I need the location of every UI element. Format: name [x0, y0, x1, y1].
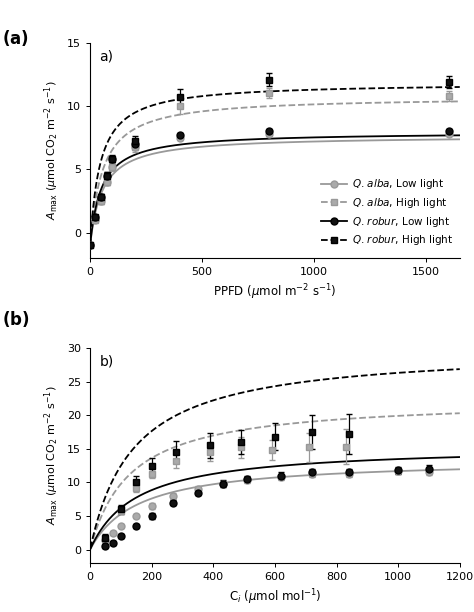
Legend: $Q$. $alba$, Low light, $Q$. $alba$, High light, $Q$. $robur$, Low light, $Q$. $: $Q$. $alba$, Low light, $Q$. $alba$, Hig… — [317, 173, 458, 252]
X-axis label: PPFD ($\mu$mol m$^{-2}$ s$^{-1}$): PPFD ($\mu$mol m$^{-2}$ s$^{-1}$) — [213, 282, 337, 302]
Y-axis label: $A_{\rm max}$ ($\mu$mol CO$_2$ m$^{-2}$ s$^{-1}$): $A_{\rm max}$ ($\mu$mol CO$_2$ m$^{-2}$ … — [43, 81, 62, 220]
Text: $\bf{(a)}$: $\bf{(a)}$ — [2, 28, 29, 48]
Text: $\bf{(b)}$: $\bf{(b)}$ — [2, 309, 30, 329]
Y-axis label: $A_{\rm max}$ ($\mu$mol CO$_2$ m$^{-2}$ s$^{-1}$): $A_{\rm max}$ ($\mu$mol CO$_2$ m$^{-2}$ … — [43, 386, 61, 525]
Text: a): a) — [99, 50, 113, 63]
X-axis label: C$_i$ ($\mu$mol mol$^{-1}$): C$_i$ ($\mu$mol mol$^{-1}$) — [228, 588, 321, 607]
Text: b): b) — [99, 354, 114, 368]
